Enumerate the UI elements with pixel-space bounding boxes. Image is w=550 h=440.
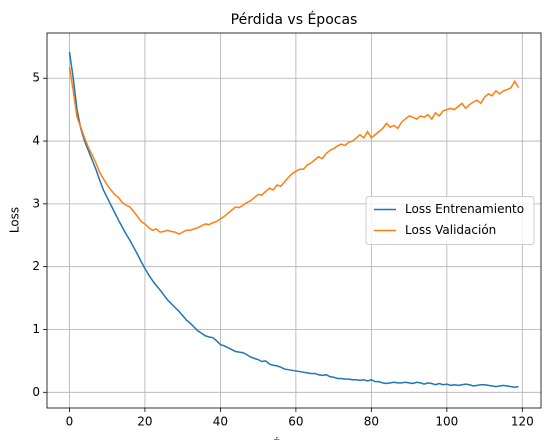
legend-label: Loss Validación — [405, 223, 496, 237]
x-tick-label: 120 — [511, 415, 534, 429]
x-tick-label: 20 — [137, 415, 152, 429]
y-tick-label: 5 — [32, 71, 40, 85]
y-tick-label: 0 — [32, 385, 40, 399]
x-tick-label: 0 — [66, 415, 74, 429]
x-axis-label: Épocas — [273, 437, 316, 440]
legend-box — [365, 196, 535, 245]
y-axis-label: Loss — [8, 207, 22, 233]
plot-frame — [46, 32, 542, 409]
x-tick-label: 60 — [288, 415, 303, 429]
line-series — [68, 66, 520, 235]
y-tick-label: 1 — [32, 322, 40, 336]
line-series — [68, 51, 519, 389]
legend-label: Loss Entrenamiento — [405, 202, 524, 216]
chart-title: Pérdida vs Épocas — [231, 11, 358, 28]
x-tick-label: 100 — [435, 415, 458, 429]
y-tick-label: 2 — [32, 259, 40, 273]
x-tick-label: 80 — [364, 415, 379, 429]
x-tick-label: 40 — [213, 415, 228, 429]
y-tick-label: 4 — [32, 134, 40, 148]
y-tick-label: 3 — [32, 196, 40, 210]
